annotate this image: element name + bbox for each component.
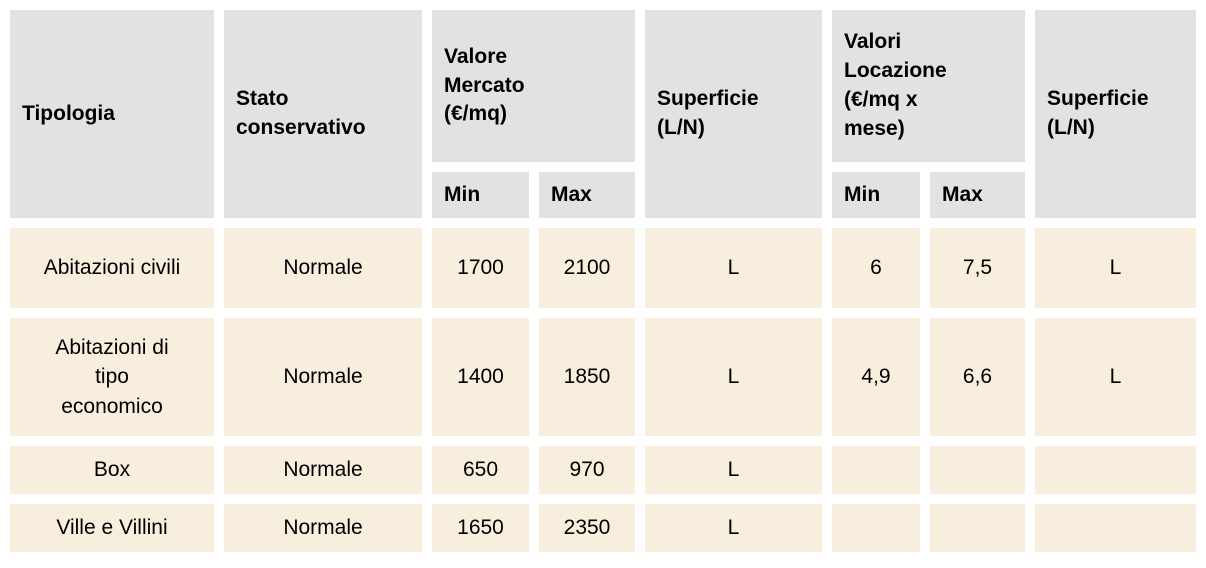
col-header-valori-locazione-min: Min	[832, 172, 920, 218]
table-row-abitazioni-civili: Abitazioni civili Normale 1700 2100 L 6 …	[10, 228, 1196, 308]
table-row-box: Box Normale 650 970 L	[10, 446, 1196, 494]
col-header-tipologia: Tipologia	[10, 10, 214, 218]
cell-vm-min: 1650	[432, 504, 529, 552]
cell-tipologia-text: Ville e Villini	[56, 516, 168, 540]
cell-stato: Normale	[224, 504, 422, 552]
col-header-valori-locazione: Valori Locazione (€/mq x mese)	[832, 10, 1025, 162]
cell-vl-min	[832, 504, 920, 552]
cell-tipologia: Ville e Villini	[10, 504, 214, 552]
table-row-ville-villini: Ville e Villini Normale 1650 2350 L	[10, 504, 1196, 552]
col-header-valore-mercato: Valore Mercato (€/mq)	[432, 10, 635, 162]
cell-vl-min	[832, 446, 920, 494]
cell-vl-max: 6,6	[930, 318, 1025, 436]
col-header-valori-locazione-max: Max	[930, 172, 1025, 218]
col-header-valore-mercato-min: Min	[432, 172, 529, 218]
cell-vm-max: 2100	[539, 228, 635, 308]
col-header-superficie-1-label: Superficie (L/N)	[657, 87, 759, 139]
cell-tipologia-text: Box	[93, 458, 131, 482]
cell-tipologia: Box	[10, 446, 214, 494]
cell-vl-min: 6	[832, 228, 920, 308]
cell-stato: Normale	[224, 318, 422, 436]
cell-superficie-1: L	[645, 318, 822, 436]
cell-vl-max	[930, 504, 1025, 552]
cell-superficie-1: L	[645, 446, 822, 494]
cell-vm-min: 1400	[432, 318, 529, 436]
cell-tipologia: Abitazioni di tipo economico	[10, 318, 214, 436]
col-header-tipologia-label: Tipologia	[22, 101, 115, 125]
col-header-superficie-2-label: Superficie (L/N)	[1047, 87, 1149, 139]
cell-superficie-2: L	[1035, 318, 1196, 436]
table-row-abitazioni-economiche: Abitazioni di tipo economico Normale 140…	[10, 318, 1196, 436]
header-row-minmax: Min Max Min Max	[10, 172, 1196, 218]
cell-superficie-1: L	[645, 504, 822, 552]
col-header-superficie-1: Superficie (L/N)	[645, 10, 822, 218]
col-header-stato-conservativo: Stato conservativo	[224, 10, 422, 218]
cell-vm-max: 970	[539, 446, 635, 494]
cell-vm-max: 1850	[539, 318, 635, 436]
col-header-valori-locazione-label: Valori Locazione (€/mq x mese)	[844, 30, 947, 140]
cell-superficie-2	[1035, 504, 1196, 552]
col-header-valore-mercato-max: Max	[539, 172, 635, 218]
cell-vl-max	[930, 446, 1025, 494]
cell-stato: Normale	[224, 228, 422, 308]
cell-tipologia-text: Abitazioni civili	[43, 256, 181, 280]
cell-superficie-1: L	[645, 228, 822, 308]
cell-tipologia: Abitazioni civili	[10, 228, 214, 308]
cell-vl-max: 7,5	[930, 228, 1025, 308]
cell-vm-min: 1700	[432, 228, 529, 308]
cell-vl-min: 4,9	[832, 318, 920, 436]
col-header-superficie-2: Superficie (L/N)	[1035, 10, 1196, 218]
cell-vm-max: 2350	[539, 504, 635, 552]
col-header-valore-mercato-label: Valore Mercato (€/mq)	[444, 44, 525, 126]
cell-vm-min: 650	[432, 446, 529, 494]
header-row-main: Tipologia Stato conservativo Valore Merc…	[10, 10, 1196, 218]
cell-tipologia-text: Abitazioni di tipo economico	[55, 335, 169, 418]
cell-stato: Normale	[224, 446, 422, 494]
cell-superficie-2: L	[1035, 228, 1196, 308]
col-header-stato-conservativo-label: Stato conservativo	[236, 87, 366, 139]
cell-superficie-2	[1035, 446, 1196, 494]
